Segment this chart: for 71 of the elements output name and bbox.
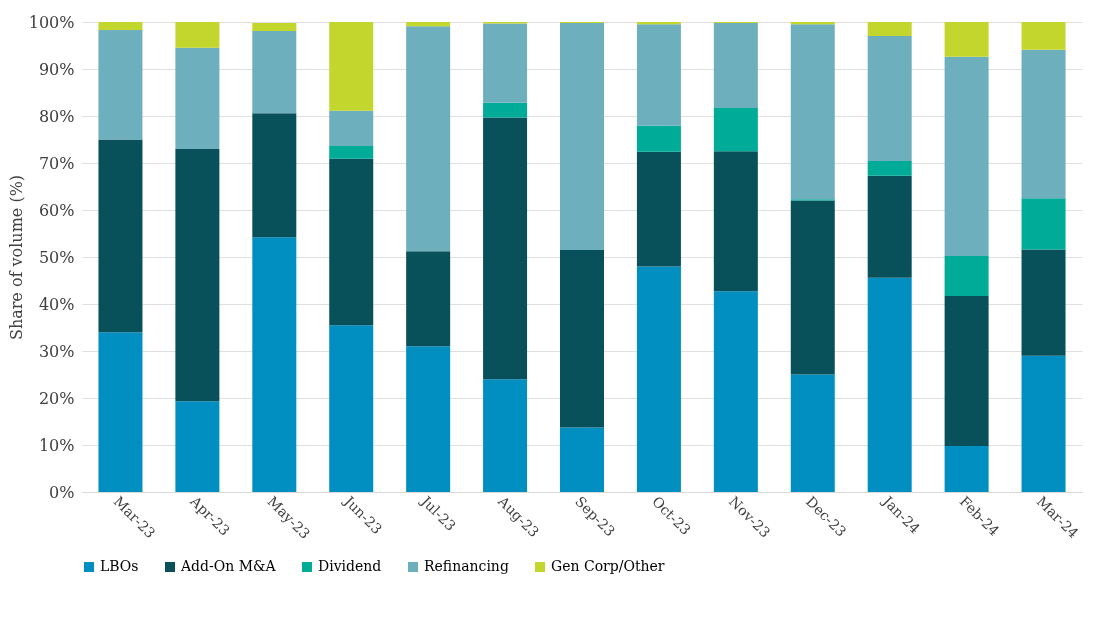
y-axis-title: Share of volume (%) xyxy=(6,174,26,341)
bar xyxy=(252,30,297,114)
bar xyxy=(560,249,604,428)
bar xyxy=(329,22,374,111)
bar xyxy=(867,161,912,176)
bar xyxy=(175,47,220,149)
y-tick-label: 60% xyxy=(38,200,75,220)
bar xyxy=(406,22,451,27)
bar xyxy=(175,148,220,402)
y-tick-label: 10% xyxy=(38,435,75,455)
bar xyxy=(713,151,758,292)
y-tick-label: 0% xyxy=(49,482,75,502)
bar xyxy=(329,110,374,147)
bar xyxy=(867,277,912,492)
bar xyxy=(636,125,681,152)
bar xyxy=(1021,198,1066,250)
bar xyxy=(1021,355,1066,492)
bar xyxy=(790,374,835,492)
bar xyxy=(98,139,143,333)
bar xyxy=(329,158,374,326)
bar xyxy=(175,22,220,48)
bar xyxy=(329,325,374,492)
bar xyxy=(406,26,451,252)
bar xyxy=(867,36,912,162)
bar xyxy=(1021,22,1066,50)
y-tick-label: 80% xyxy=(38,106,75,126)
bar xyxy=(98,332,143,492)
y-tick-label: 50% xyxy=(38,247,75,267)
bar xyxy=(560,22,604,250)
y-tick-label: 20% xyxy=(38,388,75,408)
bar xyxy=(483,23,528,103)
bar xyxy=(790,200,835,375)
y-tick-label: 30% xyxy=(38,341,75,361)
bar xyxy=(406,251,451,347)
bar xyxy=(867,175,912,278)
legend-label: Add-On M&A xyxy=(180,558,277,574)
bar xyxy=(944,256,989,297)
y-tick-label: 90% xyxy=(38,59,75,79)
y-tick-label: 70% xyxy=(38,153,75,173)
bar xyxy=(636,266,681,492)
bar xyxy=(329,146,374,159)
bar xyxy=(483,117,528,380)
bar xyxy=(252,237,297,492)
bar xyxy=(1021,249,1066,356)
bar xyxy=(636,24,681,126)
bar xyxy=(560,427,604,492)
legend-label: Gen Corp/Other xyxy=(551,558,665,574)
bar xyxy=(944,56,989,257)
y-tick-label: 40% xyxy=(38,294,75,314)
bar xyxy=(636,151,681,267)
bar xyxy=(713,108,758,152)
bar xyxy=(790,24,835,200)
bar xyxy=(944,445,989,492)
bar xyxy=(867,22,912,37)
bar xyxy=(98,22,143,30)
bar xyxy=(1021,49,1066,199)
bar xyxy=(483,102,528,118)
bar xyxy=(713,22,758,109)
legend-label: Refinancing xyxy=(424,558,509,574)
bar xyxy=(98,29,143,140)
bar xyxy=(252,113,297,238)
legend-label: LBOs xyxy=(100,558,139,574)
y-tick-label: 100% xyxy=(28,12,75,32)
bar xyxy=(483,379,528,492)
bar xyxy=(944,22,989,57)
bar xyxy=(406,346,451,492)
legend-label: Dividend xyxy=(318,558,382,574)
bar xyxy=(175,401,220,492)
bar xyxy=(944,296,989,446)
bar xyxy=(252,22,297,31)
bar xyxy=(713,291,758,492)
